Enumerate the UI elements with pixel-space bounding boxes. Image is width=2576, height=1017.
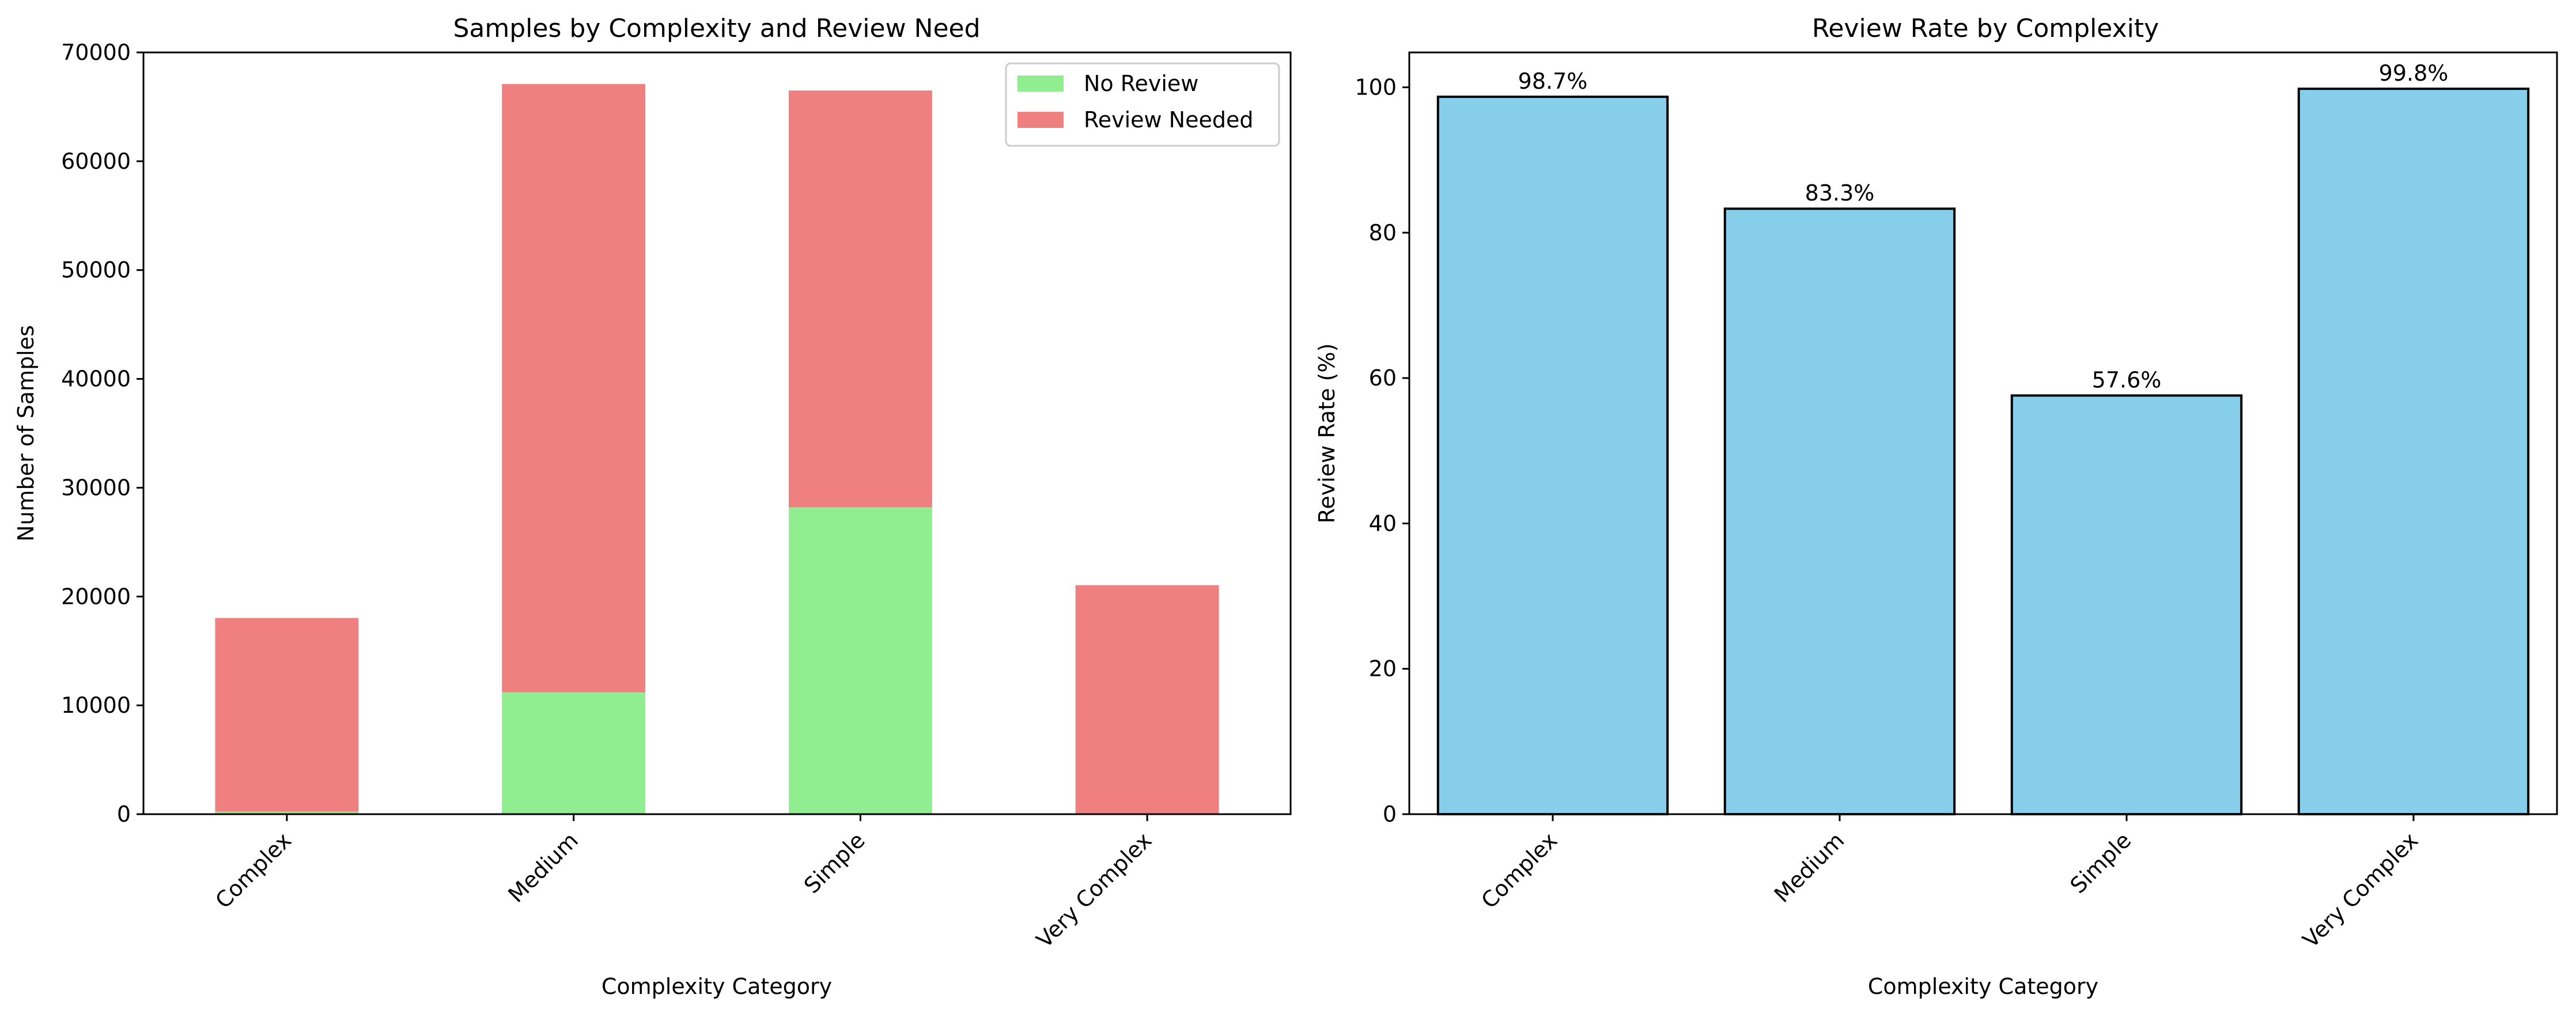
y-tick-label: 20 — [1369, 656, 1397, 682]
bar-medium-review-needed — [502, 84, 646, 693]
samples-chart-legend: No Review Review Needed — [1005, 62, 1280, 147]
bar-complex — [1436, 95, 1669, 815]
legend-swatch-review-needed — [1017, 112, 1064, 128]
samples-chart-bars — [215, 84, 1219, 814]
samples-chart-y-ticks: 0 10000 20000 30000 40000 50000 60000 70000 — [61, 40, 143, 827]
samples-chart-title: Samples by Complexity and Review Need — [453, 14, 980, 43]
review-rate-chart-y-ticks: 0 20 40 60 80 100 — [1355, 75, 1409, 827]
data-label-medium: 83.3% — [1805, 180, 1875, 206]
y-tick-label: 60000 — [61, 149, 131, 174]
legend-frame — [1005, 62, 1280, 147]
y-tick-label: 40000 — [61, 366, 131, 392]
y-tick-label: 10000 — [61, 693, 131, 718]
y-tick-label: 40 — [1369, 511, 1397, 536]
bar-simple-review-needed — [788, 90, 932, 508]
legend-label-review-needed: Review Needed — [1084, 107, 1253, 133]
y-tick-label: 0 — [1383, 801, 1397, 827]
bar-very-complex-review-needed — [1075, 585, 1219, 814]
y-tick-label: 80 — [1369, 220, 1397, 245]
bar-complex-no-review — [215, 811, 359, 814]
review-rate-chart: Review Rate by Complexity 98.7% 83.3% 57.6… — [1314, 14, 2558, 999]
bar-simple — [2010, 394, 2243, 815]
bar-simple-no-review — [788, 507, 932, 814]
bar-medium — [1723, 207, 1956, 816]
data-label-simple: 57.6% — [2092, 367, 2162, 392]
review-rate-chart-y-axis-label: Review Rate (%) — [1314, 343, 1340, 524]
review-rate-chart-frame — [1408, 51, 2558, 815]
samples-chart: Samples by Complexity and Review Need 0 1… — [13, 14, 1292, 999]
y-tick-label: 50000 — [61, 258, 131, 283]
legend-label-no-review: No Review — [1084, 71, 1198, 96]
samples-chart-y-axis-label: Number of Samples — [13, 325, 39, 542]
data-label-complex: 98.7% — [1518, 69, 1588, 94]
y-tick-label: 0 — [117, 801, 131, 827]
y-tick-label: 20000 — [61, 584, 131, 609]
review-rate-chart-bars — [1436, 88, 2530, 816]
bar-medium-no-review — [502, 692, 646, 814]
review-rate-chart-title: Review Rate by Complexity — [1812, 14, 2159, 43]
data-label-very-complex: 99.8% — [2379, 61, 2449, 86]
y-tick-label: 30000 — [61, 475, 131, 500]
y-tick-label: 100 — [1355, 75, 1397, 100]
y-tick-label: 60 — [1369, 365, 1397, 391]
y-tick-label: 70000 — [61, 40, 131, 65]
samples-chart-frame — [142, 51, 1292, 815]
samples-chart-x-axis-label: Complexity Category — [602, 974, 832, 999]
bar-complex-review-needed — [215, 618, 359, 812]
review-rate-chart-data-labels: 98.7% 83.3% 57.6% 99.8% — [1518, 61, 2449, 392]
bar-very-complex — [2297, 88, 2530, 816]
legend-swatch-no-review — [1017, 75, 1064, 92]
review-rate-chart-x-axis-label: Complexity Category — [1868, 974, 2098, 999]
